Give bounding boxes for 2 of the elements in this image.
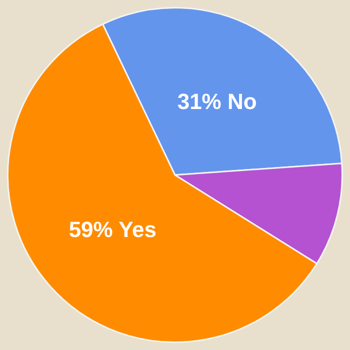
slice-label: 59% Yes (68, 216, 157, 242)
slice-label: 31% No (177, 88, 257, 114)
